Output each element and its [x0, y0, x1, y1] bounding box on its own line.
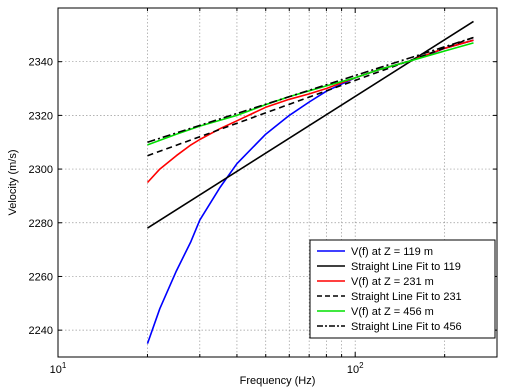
legend-entry: Straight Line Fit to 119 [351, 261, 461, 273]
legend-box [309, 239, 496, 339]
legend-entry: Straight Line Fit to 456 [351, 321, 462, 333]
y-tick-label: 2280 [29, 218, 53, 230]
y-tick-label: 2300 [29, 164, 53, 176]
series-line-6 [147, 36, 474, 143]
series-layer [146, 20, 474, 344]
plot-frame [57, 7, 498, 358]
legend-entry: V(f) at Z = 231 m [351, 276, 434, 288]
x-tick-label: 102 [347, 361, 364, 376]
axis-ticks: 2240 2260 2280 2300 2320 2340 101 102 [29, 8, 498, 376]
series-line-4 [147, 36, 474, 157]
legend-entry: Straight Line Fit to 231 [351, 291, 462, 303]
legend-entry: V(f) at Z = 456 m [351, 306, 434, 318]
legend-entry: V(f) at Z = 119 m [351, 246, 433, 258]
y-tick-label: 2240 [29, 325, 53, 337]
y-tick-label: 2320 [29, 110, 53, 122]
y-tick-label: 2260 [29, 271, 53, 283]
legend: V(f) at Z = 119 m Straight Line Fit to 11… [309, 239, 496, 339]
x-tick-label: 101 [50, 361, 67, 376]
y-tick-label: 2340 [29, 57, 53, 69]
y-axis-label: Velocity (m/s) [7, 149, 19, 215]
series-line-2 [147, 20, 474, 229]
x-axis-label: Frequency (Hz) [240, 375, 316, 387]
